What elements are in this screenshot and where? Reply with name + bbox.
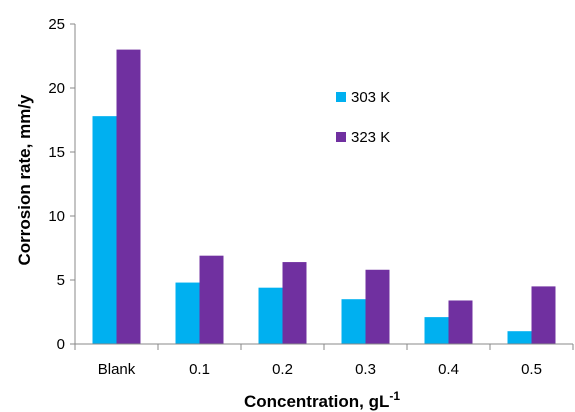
x-tick-label: Blank bbox=[98, 361, 136, 378]
y-tick-label: 25 bbox=[48, 16, 65, 33]
y-tick-label: 5 bbox=[57, 272, 65, 289]
bar-303k-0_4 bbox=[424, 317, 449, 344]
y-tick-label: 15 bbox=[48, 144, 65, 161]
bar-323k-0_5 bbox=[531, 286, 556, 344]
bar-303k-blank bbox=[92, 116, 117, 344]
x-axis-title: Concentration, gL-1 bbox=[244, 389, 400, 411]
bar-323k-blank bbox=[116, 49, 141, 344]
x-tick-label: 0.1 bbox=[189, 361, 210, 378]
x-tick-label: 0.4 bbox=[438, 361, 459, 378]
bar-303k-0_5 bbox=[507, 331, 532, 344]
x-axis-ticks: Blank 0.1 0.2 0.3 0.4 0.5 bbox=[74, 344, 574, 378]
bar-323k-0_2 bbox=[282, 262, 307, 344]
bar-303k-0_2 bbox=[258, 287, 283, 344]
legend-label: 323 K bbox=[351, 129, 390, 146]
bar-303k-0_3 bbox=[341, 299, 366, 344]
legend: 303 K 323 K bbox=[336, 89, 390, 146]
bars bbox=[92, 49, 556, 344]
y-tick-label: 10 bbox=[48, 208, 65, 225]
bar-303k-0_1 bbox=[175, 282, 200, 344]
x-axis-title-superscript: -1 bbox=[389, 389, 400, 403]
legend-label: 303 K bbox=[351, 89, 390, 106]
x-tick-label: 0.5 bbox=[521, 361, 542, 378]
bar-323k-0_4 bbox=[448, 300, 473, 344]
bar-323k-0_3 bbox=[365, 269, 390, 344]
x-tick-label: 0.2 bbox=[272, 361, 293, 378]
legend-swatch bbox=[336, 132, 346, 142]
y-tick-label: 20 bbox=[48, 80, 65, 97]
x-axis-title-base: Concentration, gL bbox=[244, 392, 389, 411]
y-axis-ticks: 0 5 10 15 20 25 bbox=[48, 16, 75, 353]
legend-swatch bbox=[336, 92, 346, 102]
y-tick-label: 0 bbox=[57, 336, 65, 353]
y-axis-title: Corrosion rate, mm/y bbox=[15, 94, 34, 266]
bar-323k-0_1 bbox=[199, 255, 224, 344]
x-tick-label: 0.3 bbox=[355, 361, 376, 378]
